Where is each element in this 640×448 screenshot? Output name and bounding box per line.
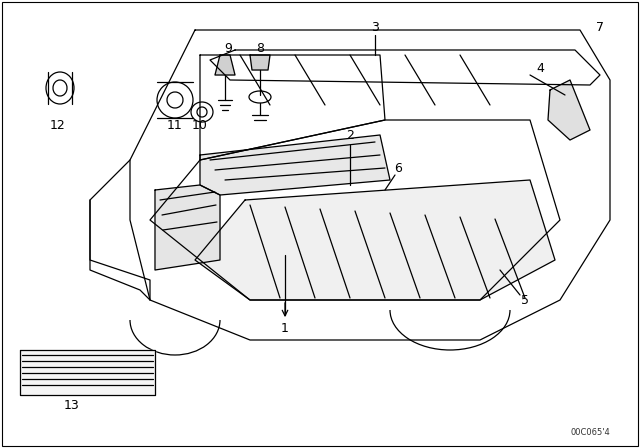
Polygon shape [155, 185, 220, 270]
Text: 6: 6 [394, 161, 402, 175]
Polygon shape [215, 55, 235, 75]
Text: 4: 4 [536, 61, 544, 74]
Text: 1: 1 [281, 322, 289, 335]
Text: 3: 3 [371, 21, 379, 34]
Text: 8: 8 [256, 42, 264, 55]
Polygon shape [200, 135, 390, 195]
Text: 9: 9 [224, 42, 232, 55]
Polygon shape [195, 180, 555, 300]
Text: 00C065'4: 00C065'4 [570, 427, 610, 436]
Text: 12: 12 [50, 119, 66, 132]
Text: 5: 5 [521, 293, 529, 306]
Text: 2: 2 [346, 129, 354, 142]
Polygon shape [250, 55, 270, 70]
Polygon shape [20, 350, 155, 395]
Text: 7: 7 [596, 21, 604, 34]
Polygon shape [548, 80, 590, 140]
Text: 13: 13 [64, 399, 80, 412]
Text: 11: 11 [167, 119, 183, 132]
Text: 10: 10 [192, 119, 208, 132]
